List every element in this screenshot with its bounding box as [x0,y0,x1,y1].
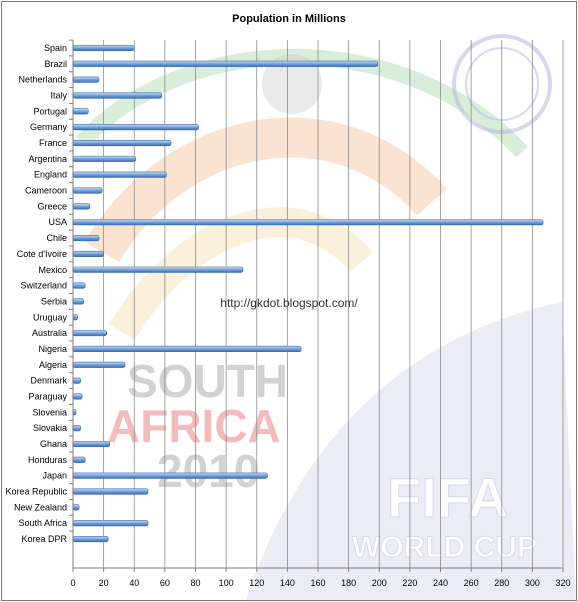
y-tick-label: France [39,138,67,148]
bg-text-line-5: WORLD CUP [352,531,537,564]
y-tick-label: Korea DPR [21,534,67,544]
y-tick-label: England [34,170,67,180]
bar-serbia [72,298,85,305]
y-tick-label: Paraguay [28,391,67,401]
bar-denmark [72,377,81,384]
x-tick-label: 40 [129,578,139,588]
bar-italy [72,92,163,99]
chart-title: Population in Millions [232,13,346,25]
bar-cameroon [72,187,103,194]
y-tick-label: Italy [50,91,67,101]
bar-south-africa [72,520,149,527]
x-tick-label: 140 [280,578,295,588]
bar-spain [72,44,135,52]
y-tick-label: Netherlands [18,75,67,85]
x-tick-label: 80 [190,578,200,588]
y-tick-label: Honduras [28,455,68,465]
bg-text-line-3: 2010 [157,445,259,497]
y-tick-label: Cameroon [25,186,67,196]
x-tick-label: 200 [372,578,387,588]
y-tick-label: Chile [46,233,67,243]
bar-japan [72,472,268,479]
x-tick-label: 280 [494,578,509,588]
y-tick-label: Slovenia [32,407,67,417]
y-tick-label: Algeria [39,360,67,370]
y-tick-label: Switzerland [20,281,67,291]
bar-netherlands [72,76,100,83]
x-gridlines [72,40,564,572]
bar-usa [72,219,544,226]
y-tick-label: Korea Republic [5,487,67,497]
bar-mexico [72,266,244,273]
bar-slovakia [72,425,81,432]
y-tick-label: Germany [30,122,68,132]
y-tick-label: Spain [44,43,67,53]
bar-argentina [72,155,137,162]
x-tick-label: 120 [249,578,264,588]
y-tick-label: Brazil [44,59,67,69]
x-tick-label: 180 [341,578,356,588]
bg-text-line-2: AFRICA [107,400,281,452]
bar-germany [72,124,199,131]
y-tick-label: Argentina [28,154,67,164]
bar-paraguay [72,393,83,400]
bar-slovenia [72,409,77,416]
y-tick-label: Greece [37,201,67,211]
x-tick-label: 160 [310,578,325,588]
y-tick-label: Uruguay [33,312,68,322]
bar-greece [72,203,91,210]
y-tick-label: Cote d'Ivoire [17,249,67,259]
y-tick-labels: Spain Brazil Netherlands Italy Portugal Germa… [5,39,73,544]
y-tick-label: Mexico [38,265,67,275]
bar-portugal [72,108,89,115]
bar-ghana [72,440,111,448]
bg-text-line-4: FIFA [387,466,508,529]
bar-korea-dpr [72,535,109,543]
bg-text-line-1: SOUTH [127,355,288,407]
y-tick-label: Australia [32,328,67,338]
x-tick-label: 260 [464,578,479,588]
bar-england [72,171,167,178]
world-cup-background-art: SOUTH AFRICA 2010 FIFA WORLD CUP [76,34,576,600]
x-tick-label: 320 [555,578,570,588]
x-tick-labels: 0 20 40 60 80 100 120 140 160 180 200 220 240 260 280 3… [70,578,570,588]
x-tick-label: 240 [433,578,448,588]
y-tick-label: Ghana [40,439,67,449]
x-tick-label: 60 [160,578,170,588]
bars [72,44,544,543]
x-tick-label: 0 [70,578,75,588]
y-tick-label: Japan [42,471,67,481]
bar-brazil [72,60,379,67]
y-tick-label: Slovakia [33,423,67,433]
bar-honduras [72,456,86,463]
watermark-url: http://gkdot.blogspot.com/ [220,296,358,310]
x-tick-label: 300 [525,578,540,588]
y-tick-label: New Zealand [14,502,67,512]
bar-nigeria [72,345,302,353]
bar-france [72,139,172,147]
x-tick-label: 100 [219,578,234,588]
y-tick-label: Denmark [30,376,67,386]
y-tick-label: Nigeria [38,344,67,354]
bar-australia [72,330,107,337]
y-tick-label: Serbia [41,296,67,306]
bar-new-zealand [72,504,80,511]
y-tick-label: USA [48,217,67,227]
x-tick-label: 20 [99,578,109,588]
bar-chile [72,235,100,242]
bar-algeria [72,361,126,368]
bar-switzerland [72,282,86,289]
bar-uruguay [72,314,78,321]
bar-korea-republic [72,488,149,495]
y-tick-label: Portugal [33,106,67,116]
bar-cote-d-ivoire [72,250,104,257]
y-tick-label: South Africa [18,518,67,528]
x-tick-label: 220 [402,578,417,588]
